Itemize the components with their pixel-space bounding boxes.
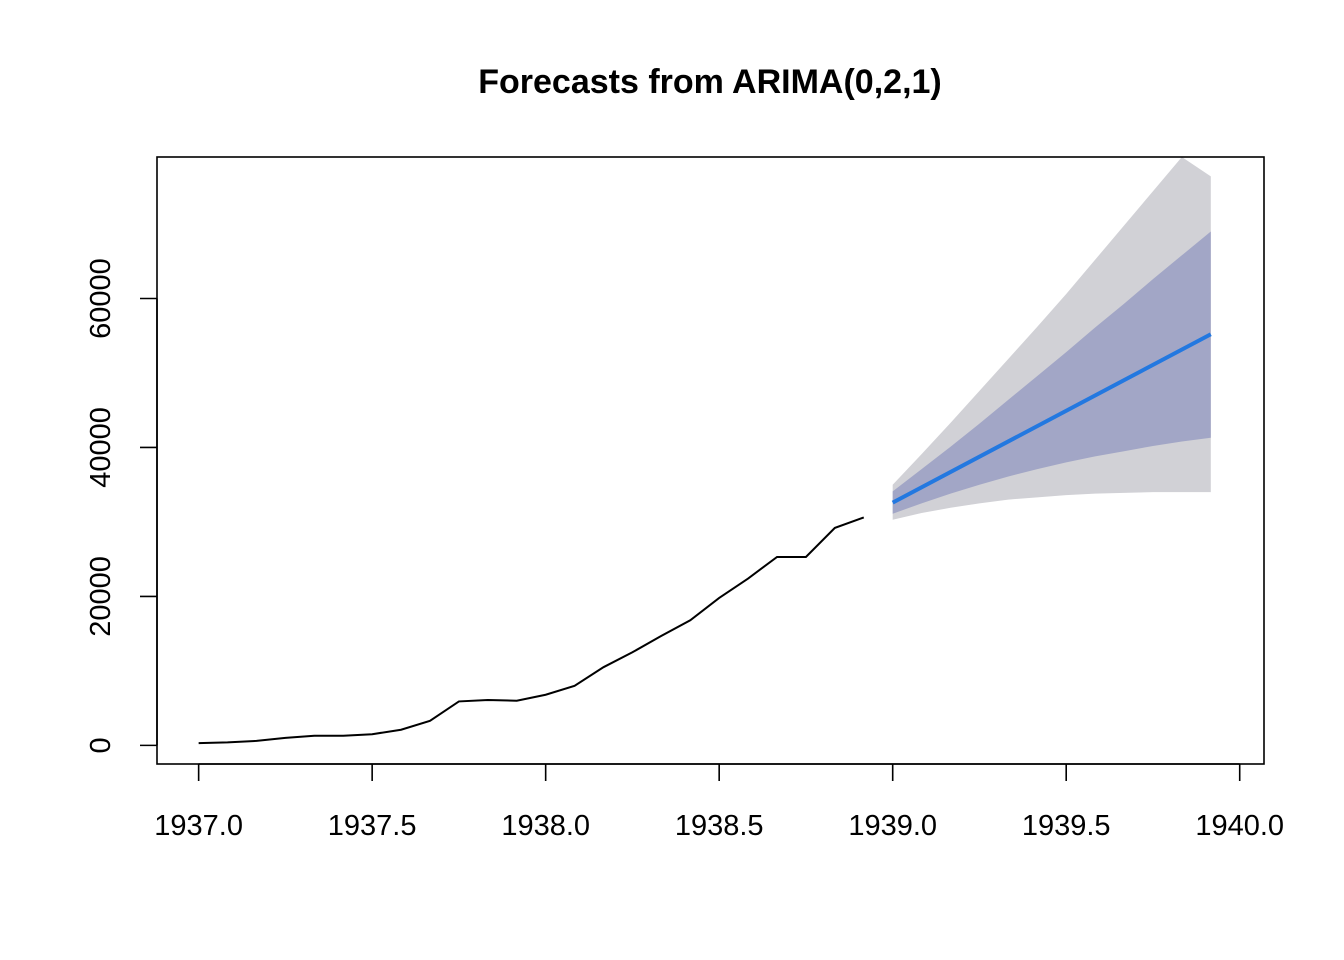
y-tick-label: 40000: [85, 407, 117, 488]
prediction-intervals: [892, 157, 1211, 520]
x-tick-label: 1937.5: [328, 810, 417, 842]
x-tick-label: 1938.5: [675, 810, 764, 842]
x-tick-label: 1939.5: [1022, 810, 1111, 842]
y-tick-label: 0: [85, 737, 117, 753]
x-tick-label: 1937.0: [154, 810, 243, 842]
x-tick-label: 1940.0: [1195, 810, 1284, 842]
series-lines: [198, 332, 1212, 745]
x-axis: 1937.0 1937.5 1938.0 1938.5 1939.0 1939.5 1940…: [154, 763, 1284, 842]
y-tick-label: 60000: [85, 258, 117, 339]
observed-series-line: [198, 516, 865, 745]
y-axis: 0 20000 40000 60000: [85, 258, 158, 753]
y-tick-label: 20000: [85, 556, 117, 637]
x-tick-label: 1939.0: [848, 810, 937, 842]
x-tick-label: 1938.0: [501, 810, 590, 842]
chart-title: Forecasts from ARIMA(0,2,1): [478, 63, 942, 101]
interval-80-band: [892, 231, 1211, 514]
forecast-series-line: [891, 332, 1212, 505]
